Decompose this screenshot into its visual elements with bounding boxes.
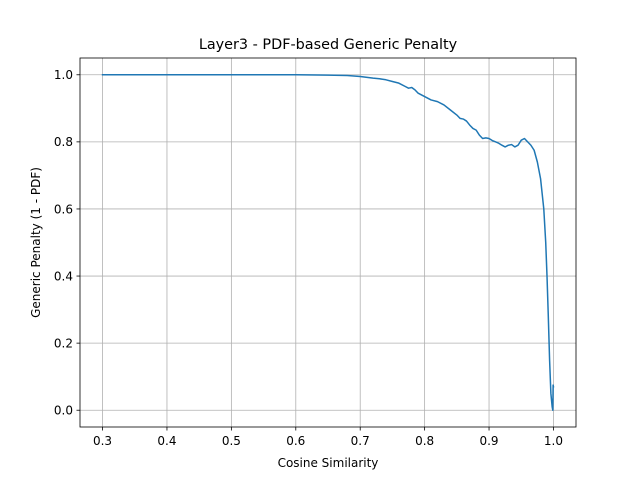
y-tick-label: 0.2 xyxy=(54,336,73,350)
series-layer xyxy=(101,74,555,411)
x-axis: 0.3 0.4 0.5 0.6 0.7 0.8 0.9 1.0 xyxy=(93,427,563,448)
x-tick-label: 0.6 xyxy=(286,434,305,448)
x-tick-label: 0.7 xyxy=(351,434,370,448)
y-tick-label: 0.8 xyxy=(54,135,73,149)
x-tick-label: 0.5 xyxy=(222,434,241,448)
chart-title: Layer3 - PDF-based Generic Penalty xyxy=(199,37,458,53)
y-tick-label: 1.0 xyxy=(54,68,73,82)
y-axis: 0.0 0.2 0.4 0.6 0.8 1.0 xyxy=(54,68,80,418)
series-line xyxy=(101,74,555,411)
y-axis-label: Generic Penalty (1 - PDF) xyxy=(29,167,43,318)
y-tick-label: 0.6 xyxy=(54,202,73,216)
x-tick-label: 1.0 xyxy=(544,434,563,448)
x-axis-label: Cosine Similarity xyxy=(278,456,379,470)
x-tick-label: 0.4 xyxy=(157,434,176,448)
x-tick-label: 0.8 xyxy=(415,434,434,448)
y-tick-label: 0.4 xyxy=(54,269,73,283)
x-tick-label: 0.9 xyxy=(479,434,498,448)
y-tick-label: 0.0 xyxy=(54,404,73,418)
x-tick-label: 0.3 xyxy=(93,434,112,448)
plot-frame xyxy=(79,57,577,428)
